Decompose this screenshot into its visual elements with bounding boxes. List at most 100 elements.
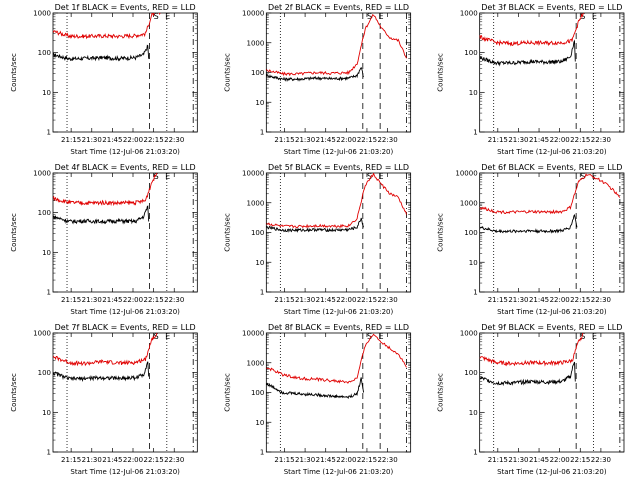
chart-panel-9: Det 9f BLACK = Events, RED = LLD Counts/s…	[437, 323, 625, 476]
x-tick-label: 21:45	[316, 296, 336, 304]
flag-e-label: E	[378, 12, 383, 21]
y-tick-label: 1	[473, 129, 477, 137]
chart-panel-4: Det 4f BLACK = Events, RED = LLD Counts/s…	[10, 163, 198, 316]
flag-s-label: S	[580, 12, 585, 21]
x-axis-label: Start Time (12-Jul-06 21:03:20)	[497, 468, 607, 476]
x-tick-label: 22:00	[550, 296, 570, 304]
y-tick-label: 1000	[33, 10, 51, 18]
x-tick-label: 21:30	[82, 136, 102, 144]
chart-title: Det 6f BLACK = Events, RED = LLD	[481, 163, 622, 172]
chart-title: Det 4f BLACK = Events, RED = LLD	[55, 163, 196, 172]
x-tick-label: 21:30	[295, 456, 315, 464]
y-tick-label: 10000	[242, 330, 264, 338]
plot-frame	[52, 332, 198, 453]
y-tick-label: 1000	[33, 330, 51, 338]
y-tick-label: 100	[251, 389, 264, 397]
x-tick-label: 21:15	[488, 456, 508, 464]
flag-s-label: S	[367, 332, 372, 341]
y-axis-label: Counts/sec	[437, 213, 445, 252]
y-tick-label: 1	[260, 289, 264, 297]
x-tick-label: 21:15	[61, 296, 81, 304]
y-tick-label: 10	[469, 409, 478, 417]
x-tick-label: 21:30	[508, 296, 528, 304]
y-tick-label: 10000	[242, 170, 264, 178]
chart-panel-5: Det 5f BLACK = Events, RED = LLD Counts/s…	[223, 163, 412, 316]
flag-s-label: S	[367, 172, 372, 181]
x-tick-label: 22:00	[336, 136, 356, 144]
chart-title: Det 1f BLACK = Events, RED = LLD	[55, 3, 196, 12]
series-group	[266, 14, 407, 83]
x-tick-label: 22:15	[357, 136, 377, 144]
chart-panel-6: Det 6f BLACK = Events, RED = LLD Counts/s…	[437, 163, 625, 316]
y-tick-label: 1000	[460, 330, 478, 338]
y-axis-label: Counts/sec	[10, 213, 18, 252]
y-tick-label: 1000	[460, 199, 478, 207]
y-tick-label: 10	[42, 89, 51, 97]
x-tick-label: 22:30	[164, 296, 184, 304]
x-tick-label: 21:15	[61, 136, 81, 144]
y-tick-label: 1	[473, 449, 477, 457]
series-line-lld	[266, 14, 407, 77]
y-tick-label: 10000	[242, 10, 264, 18]
x-tick-label: 21:15	[488, 136, 508, 144]
chart-title: Det 9f BLACK = Events, RED = LLD	[481, 323, 622, 332]
y-tick-label: 100	[464, 369, 477, 377]
x-tick-label: 22:15	[357, 296, 377, 304]
series-line-events	[266, 66, 365, 83]
x-axis-label: Start Time (12-Jul-06 21:03:20)	[497, 308, 607, 316]
flag-s-label: S	[154, 172, 159, 181]
series-line-events	[266, 377, 365, 400]
chart-title: Det 7f BLACK = Events, RED = LLD	[55, 323, 196, 332]
x-tick-label: 21:15	[274, 136, 294, 144]
y-axis-label: Counts/sec	[437, 53, 445, 92]
series-line-lld	[266, 173, 407, 229]
y-tick-label: 10	[255, 99, 264, 107]
x-tick-label: 21:45	[102, 136, 122, 144]
x-tick-label: 22:00	[550, 136, 570, 144]
series-line-events	[266, 217, 365, 233]
x-tick-label: 22:30	[164, 456, 184, 464]
chart-panel-2: Det 2f BLACK = Events, RED = LLD Counts/s…	[223, 3, 412, 156]
chart-title: Det 8f BLACK = Events, RED = LLD	[268, 323, 409, 332]
x-tick-label: 21:30	[508, 136, 528, 144]
x-tick-label: 22:00	[336, 456, 356, 464]
y-tick-label: 10	[42, 409, 51, 417]
plot-frame	[479, 332, 625, 453]
flag-e-label: E	[592, 172, 597, 181]
x-tick-label: 21:45	[102, 456, 122, 464]
x-axis-label: Start Time (12-Jul-06 21:03:20)	[284, 468, 394, 476]
y-tick-label: 100	[38, 49, 51, 57]
chart-panel-8: Det 8f BLACK = Events, RED = LLD Counts/s…	[223, 323, 412, 476]
series-line-lld	[53, 13, 161, 40]
x-tick-label: 22:30	[377, 456, 397, 464]
series-group	[266, 333, 407, 400]
chart-panel-7: Det 7f BLACK = Events, RED = LLD Counts/s…	[10, 323, 198, 476]
x-tick-label: 21:45	[529, 456, 549, 464]
y-tick-label: 1000	[33, 170, 51, 178]
y-tick-label: 100	[464, 49, 477, 57]
y-tick-label: 10	[255, 419, 264, 427]
y-tick-label: 10	[42, 249, 51, 257]
series-group	[479, 173, 621, 234]
chart-title: Det 3f BLACK = Events, RED = LLD	[481, 3, 622, 12]
x-tick-label: 22:30	[591, 136, 611, 144]
y-tick-label: 10000	[455, 170, 477, 178]
flag-s-label: S	[580, 172, 585, 181]
chart-panel-1: Det 1f BLACK = Events, RED = LLD Counts/s…	[10, 3, 198, 156]
y-tick-label: 1	[47, 289, 51, 297]
y-axis-label: Counts/sec	[437, 373, 445, 412]
x-tick-label: 22:15	[144, 136, 164, 144]
x-tick-label: 21:30	[295, 296, 315, 304]
flag-e-label: E	[378, 332, 383, 341]
y-axis-label: Counts/sec	[223, 373, 231, 412]
x-tick-label: 21:15	[488, 296, 508, 304]
flag-e-label: E	[165, 172, 170, 181]
chart-panel-3: Det 3f BLACK = Events, RED = LLD Counts/s…	[437, 3, 625, 156]
flag-e-label: E	[592, 12, 597, 21]
y-tick-label: 100	[251, 69, 264, 77]
series-line-lld	[53, 173, 158, 207]
y-tick-label: 1	[260, 449, 264, 457]
x-tick-label: 22:00	[123, 456, 143, 464]
series-group	[479, 13, 584, 67]
flag-s-label: S	[154, 12, 159, 21]
